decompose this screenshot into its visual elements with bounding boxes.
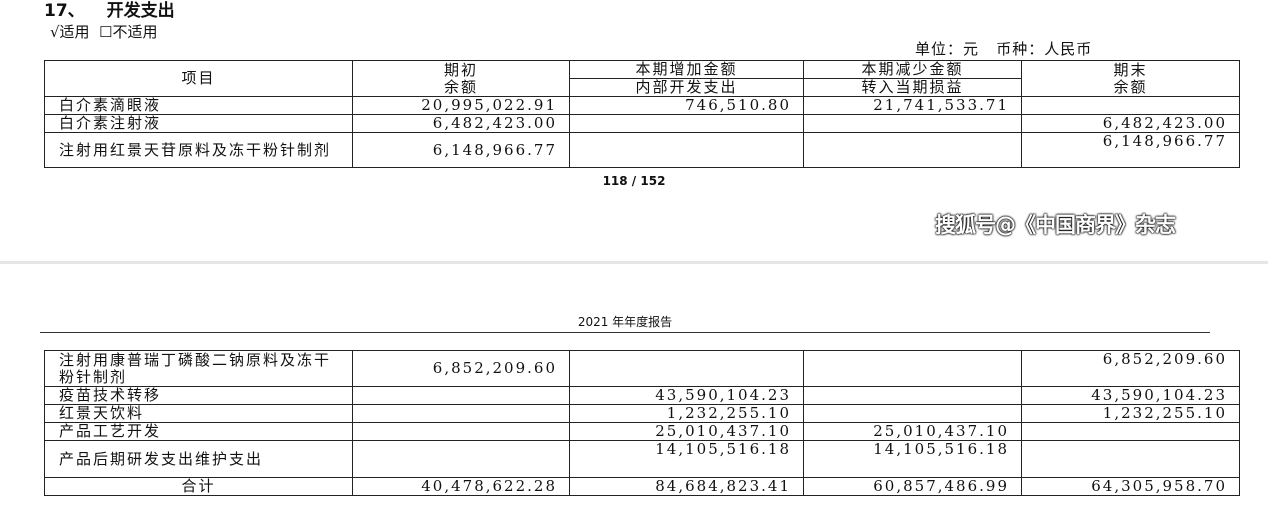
- table-cell: [803, 350, 1022, 387]
- table-cell: [569, 114, 804, 133]
- table-row: 白介素滴眼液 20,995,022.91 746,510.80 21,741,533.…: [44, 96, 1240, 115]
- table-row: 注射用康普瑞丁磷酸二钠原料及冻干粉针制剂 6,852,209.60 6,852,20…: [44, 350, 1240, 387]
- table-cell: 1,232,255.10: [569, 404, 804, 423]
- table-cell: [1021, 422, 1240, 441]
- table-cell: 6,148,966.77: [1021, 132, 1240, 168]
- table-cell: [569, 350, 804, 387]
- header-closing: 期末 余额: [1021, 60, 1240, 97]
- page-number: 118 / 152: [602, 174, 666, 188]
- table-cell: 25,010,437.10: [569, 422, 804, 441]
- table-cell: 产品后期研发支出维护支出: [44, 440, 353, 478]
- header-to-pnl: 转入当期损益: [803, 78, 1022, 97]
- table-cell: 合计: [44, 477, 353, 496]
- table-cell: 64,305,958.70: [1021, 477, 1240, 496]
- rd-table-page2: 注射用康普瑞丁磷酸二钠原料及冻干粉针制剂 6,852,209.60 6,852,20…: [44, 350, 1240, 496]
- table-cell: 20,995,022.91: [352, 96, 570, 115]
- table-cell: 25,010,437.10: [803, 422, 1022, 441]
- applicable-checked: √适用: [50, 23, 90, 41]
- table-cell: 6,852,209.60: [1021, 350, 1240, 387]
- table-cell: [803, 114, 1022, 133]
- table-cell: [352, 422, 570, 441]
- section-number: 17、: [44, 1, 85, 21]
- table-cell: 21,741,533.71: [803, 96, 1022, 115]
- table-cell: 84,684,823.41: [569, 477, 804, 496]
- table-cell: [352, 404, 570, 423]
- table-row: 疫苗技术转移 43,590,104.23 43,590,104.23: [44, 386, 1240, 405]
- not-applicable-unchecked: ☐不适用: [99, 23, 158, 41]
- table-cell: 注射用红景天苷原料及冻干粉针制剂: [44, 132, 353, 168]
- table-cell: 6,852,209.60: [352, 350, 570, 387]
- header-item: 项目: [44, 60, 353, 97]
- table-cell: 注射用康普瑞丁磷酸二钠原料及冻干粉针制剂: [44, 350, 353, 387]
- header-closing-line1: 期末: [1113, 60, 1148, 79]
- table-cell: 白介素滴眼液: [44, 96, 353, 115]
- running-header: 2021 年年度报告: [40, 315, 1210, 333]
- header-opening: 期初 余额: [352, 60, 570, 97]
- table-cell: [1021, 96, 1240, 115]
- table-cell: 14,105,516.18: [569, 440, 804, 478]
- table-cell: 产品工艺开发: [44, 422, 353, 441]
- total-row: 合计 40,478,622.28 84,684,823.41 60,857,486.9…: [44, 477, 1240, 496]
- header-decrease: 本期减少金额: [803, 60, 1022, 79]
- unit-label: 单位：元 币种：人民币: [915, 40, 1093, 58]
- table-cell: [803, 132, 1022, 168]
- table-cell: 60,857,486.99: [803, 477, 1022, 496]
- table-cell: [803, 404, 1022, 423]
- header-opening-line2: 余额: [443, 77, 478, 96]
- table-cell: 43,590,104.23: [1021, 386, 1240, 405]
- header-internal-rd: 内部开发支出: [569, 78, 804, 97]
- table-cell: 红景天饮料: [44, 404, 353, 423]
- header-increase: 本期增加金额: [569, 60, 804, 79]
- table-row: 产品后期研发支出维护支出 14,105,516.18 14,105,516.18: [44, 440, 1240, 478]
- table-cell: 6,482,423.00: [352, 114, 570, 133]
- table-cell: 白介素注射液: [44, 114, 353, 133]
- table-row: 产品工艺开发 25,010,437.10 25,010,437.10: [44, 422, 1240, 441]
- applicability: √适用 ☐不适用: [50, 23, 158, 41]
- table-cell: 6,148,966.77: [352, 132, 570, 168]
- table-cell: 43,590,104.23: [569, 386, 804, 405]
- section-heading: 开发支出: [106, 1, 175, 21]
- table-cell: 6,482,423.00: [1021, 114, 1240, 133]
- header-closing-line2: 余额: [1113, 77, 1148, 96]
- table-cell: 746,510.80: [569, 96, 804, 115]
- section-title: 17、 开发支出: [44, 1, 175, 21]
- table-cell: [803, 386, 1022, 405]
- table-row: 红景天饮料 1,232,255.10 1,232,255.10: [44, 404, 1240, 423]
- table-cell: [352, 386, 570, 405]
- table-cell: 疫苗技术转移: [44, 386, 353, 405]
- table-cell: 40,478,622.28: [352, 477, 570, 496]
- rd-table-page1: 项目 期初 余额 本期增加金额 本期减少金额 期末 余额 内部开发支出 转入当期损益 …: [44, 60, 1240, 168]
- header-opening-line1: 期初: [443, 60, 478, 79]
- table-row: 白介素注射液 6,482,423.00 6,482,423.00: [44, 114, 1240, 133]
- table-cell: [569, 132, 804, 168]
- table-row: 注射用红景天苷原料及冻干粉针制剂 6,148,966.77 6,148,966.77: [44, 132, 1240, 168]
- table-cell: [1021, 440, 1240, 478]
- page-separator: [0, 261, 1268, 264]
- watermark: 搜狐号@《中国商界》杂志: [935, 213, 1176, 237]
- table-cell: 1,232,255.10: [1021, 404, 1240, 423]
- table-cell: 14,105,516.18: [803, 440, 1022, 478]
- table-cell: [352, 440, 570, 478]
